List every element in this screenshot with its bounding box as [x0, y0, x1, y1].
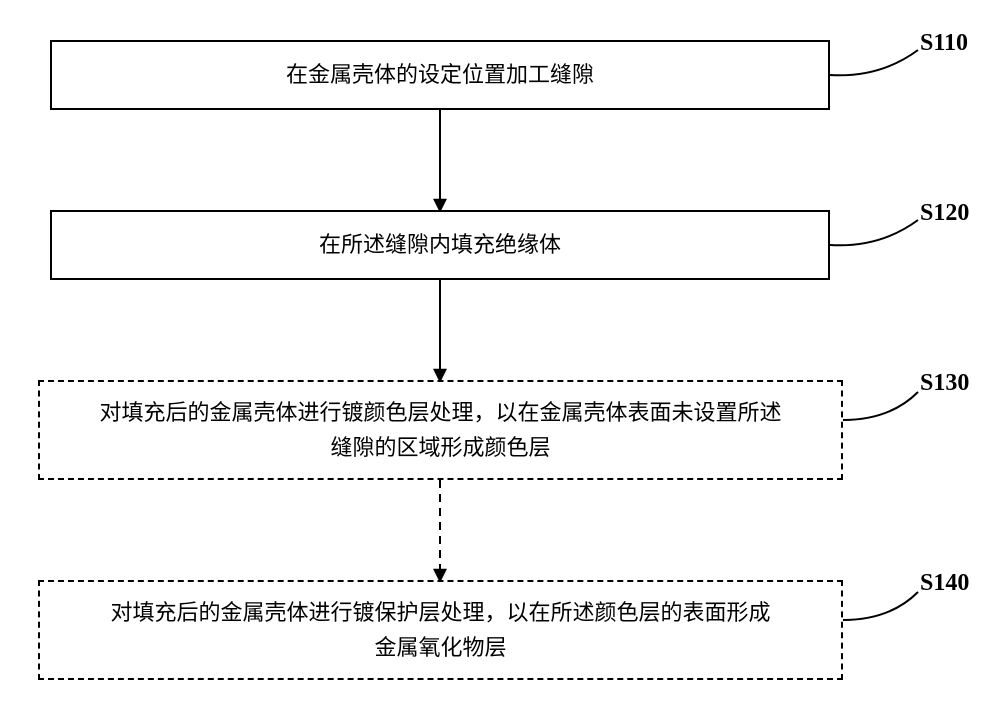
flow-step-s110: 在金属壳体的设定位置加工缝隙	[50, 40, 830, 110]
step-label-s130: S130	[920, 370, 969, 397]
step-text-line: 对填充后的金属壳体进行镀保护层处理，以在所述颜色层的表面形成	[110, 595, 770, 630]
step-text-line: 缝隙的区域形成颜色层	[99, 430, 781, 465]
step-label-s120: S120	[920, 200, 969, 227]
step-text: 在所述缝隙内填充绝缘体	[319, 227, 561, 262]
step-text: 在金属壳体的设定位置加工缝隙	[286, 57, 594, 92]
leader-s120	[830, 220, 918, 245]
step-label-s110: S110	[920, 30, 968, 57]
flow-step-s130: 对填充后的金属壳体进行镀颜色层处理，以在金属壳体表面未设置所述缝隙的区域形成颜色…	[38, 380, 843, 480]
flow-step-s120: 在所述缝隙内填充绝缘体	[50, 210, 830, 280]
leader-s110	[830, 50, 918, 75]
step-label-s140: S140	[920, 570, 969, 597]
flow-step-s140: 对填充后的金属壳体进行镀保护层处理，以在所述颜色层的表面形成金属氧化物层	[38, 580, 843, 680]
leader-s130	[843, 392, 918, 420]
step-text-line: 金属氧化物层	[110, 630, 770, 665]
leader-s140	[843, 592, 918, 620]
step-text-line: 对填充后的金属壳体进行镀颜色层处理，以在金属壳体表面未设置所述	[99, 395, 781, 430]
